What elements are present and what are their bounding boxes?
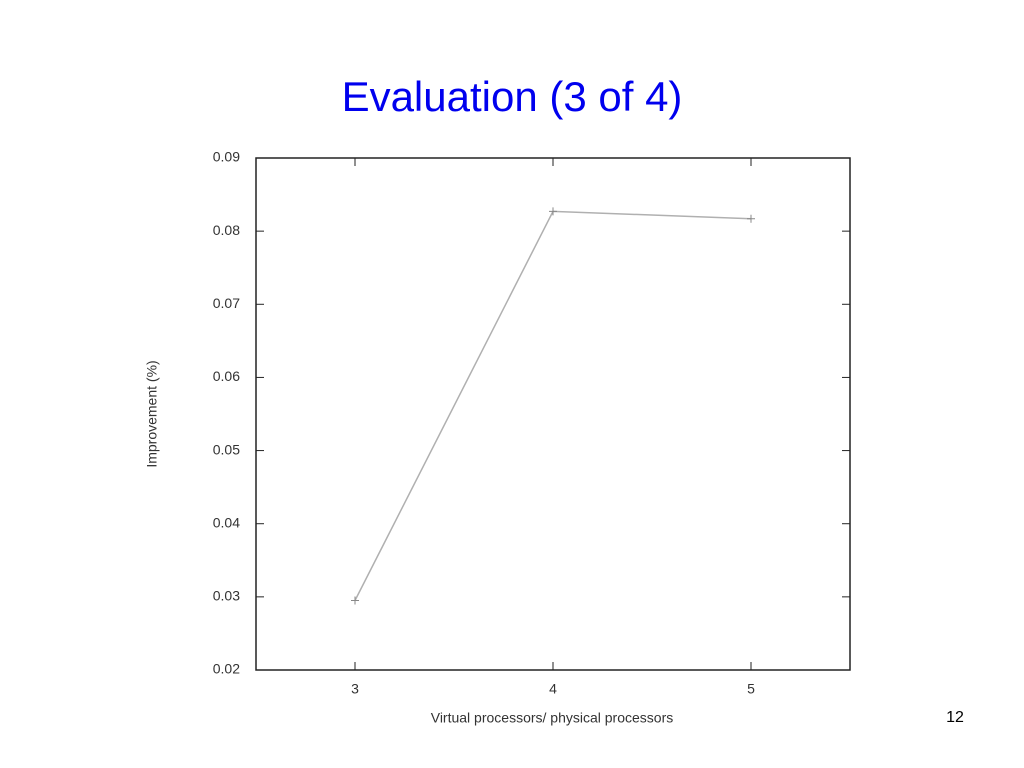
plot-frame <box>255 157 851 671</box>
y-tick-label: 0.07 <box>213 295 240 311</box>
y-tick-label: 0.04 <box>213 514 240 530</box>
y-tick-label: 0.02 <box>213 661 240 677</box>
y-tick-label: 0.03 <box>213 588 240 604</box>
point-marker <box>747 214 755 223</box>
x-tick-label: 3 <box>351 681 359 697</box>
slide-number: 12 <box>946 709 964 726</box>
x-tick-label: 4 <box>549 681 557 697</box>
data-line <box>354 210 752 601</box>
slide-title: Evaluation (3 of 4) <box>342 73 683 120</box>
point-marker <box>351 596 359 605</box>
y-axis-label: Improvement (%) <box>144 360 160 467</box>
x-tick-label: 5 <box>747 681 755 697</box>
y-tick-label: 0.08 <box>213 222 240 238</box>
y-tick-label: 0.09 <box>213 149 240 165</box>
y-tick-label: 0.06 <box>213 368 240 384</box>
point-marker <box>549 207 557 216</box>
x-axis-label: Virtual processors/ physical processors <box>431 710 674 726</box>
y-tick-label: 0.05 <box>213 441 240 457</box>
